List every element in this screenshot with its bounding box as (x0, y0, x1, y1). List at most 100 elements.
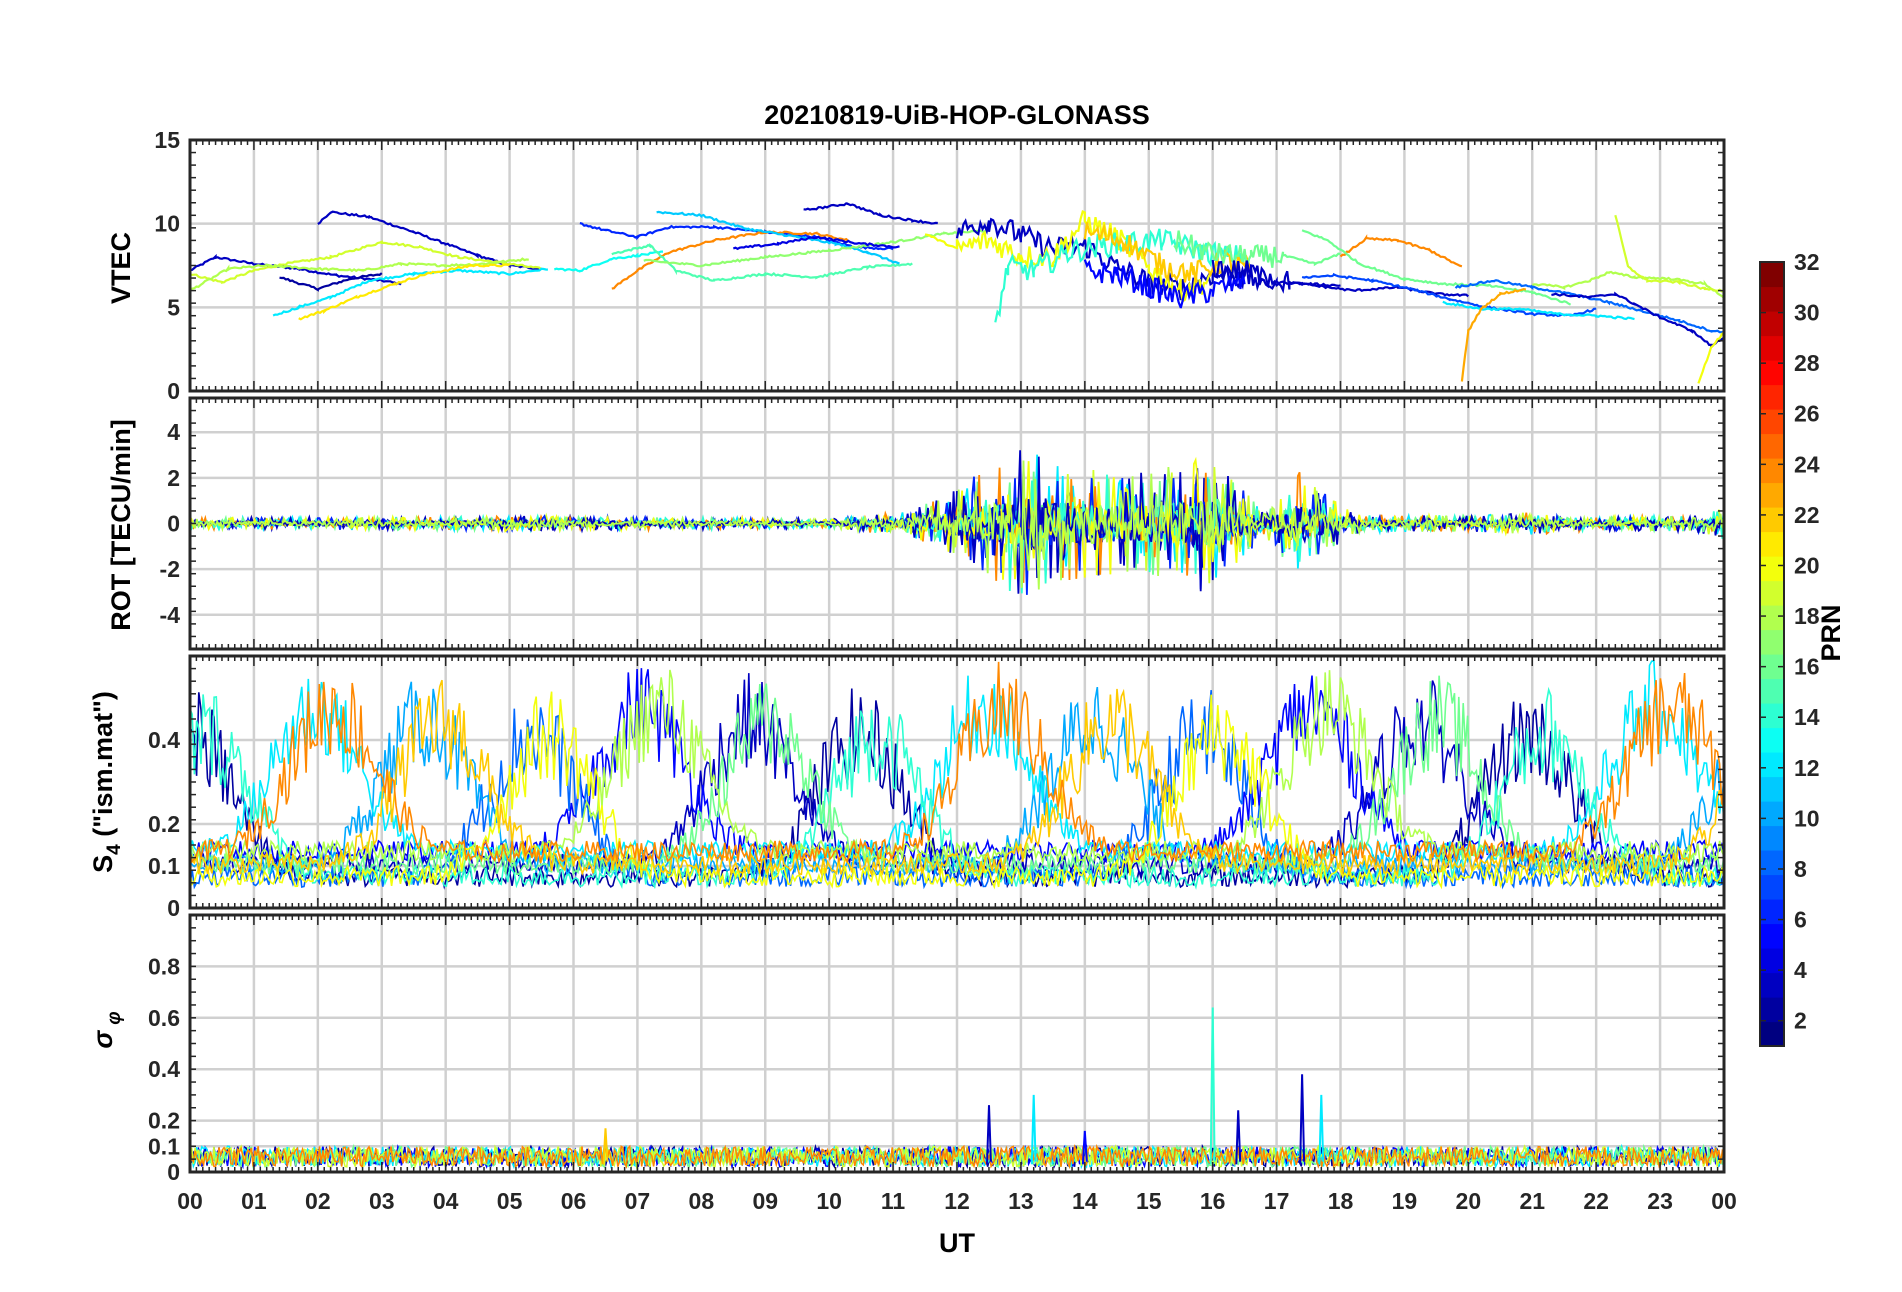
sigma-spike (1081, 1130, 1088, 1165)
colorbar-segment (1760, 262, 1784, 288)
x-tick-label: 02 (305, 1188, 331, 1214)
chart-title: 20210819-UiB-HOP-GLONASS (764, 100, 1150, 130)
s4-ytick-label: 0.4 (148, 727, 180, 753)
rot-ytick-label: 0 (167, 511, 180, 537)
colorbar-segment (1760, 531, 1784, 557)
s4-series-prn-16 (189, 675, 1725, 878)
colorbar-segment (1760, 384, 1784, 410)
colorbar-label: PRN (1816, 604, 1846, 661)
colorbar-segment (1760, 703, 1784, 729)
vtec-series-prn-24 (611, 230, 850, 290)
colorbar-segment (1760, 899, 1784, 925)
sigma_phi-ytick-label: 0.4 (148, 1056, 180, 1082)
sigma-spike (1299, 1074, 1306, 1165)
colorbar-tick-label: 10 (1794, 805, 1820, 831)
vtec-series-prn-16 (1301, 229, 1572, 306)
x-tick-label: 23 (1647, 1188, 1673, 1214)
rot-ytick-label: -2 (160, 556, 180, 582)
colorbar-tick-label: 32 (1794, 249, 1820, 275)
vtec-series-prn-19 (1614, 214, 1725, 293)
colorbar-segment (1760, 776, 1784, 802)
colorbar-segment (1760, 580, 1784, 606)
sigma-spike (602, 1128, 609, 1165)
s4-ylabel-sub: 4 (104, 844, 125, 855)
vtec-series-prn-16 (1173, 230, 1341, 268)
s4-series-prn-22 (189, 679, 1725, 878)
vtec-series-prn-5 (1083, 259, 1246, 309)
colorbar-frame (1759, 261, 1785, 1047)
sigma-spike (1318, 1094, 1325, 1165)
s4-ylabel-rest: ("ism.mat") (88, 691, 118, 844)
rot-ytick-label: -4 (160, 602, 181, 628)
x-tick-label: 00 (1711, 1188, 1737, 1214)
x-tick-label: 07 (625, 1188, 651, 1214)
s4-series-prn-20 (189, 691, 1725, 890)
s4-ytick-label: 0.1 (148, 853, 180, 879)
s4-ytick-label: 0.2 (148, 811, 180, 837)
s4-panel: 0 0.1 0.2 0.4 (148, 654, 1726, 921)
vtec-series-prn-12 (1442, 300, 1635, 321)
colorbar-segment (1760, 556, 1784, 582)
sigma_phi-ytick-label: 0.8 (148, 953, 180, 979)
sigma_phi-ytick-label: 0 (167, 1159, 180, 1185)
colorbar-tick-label: 30 (1794, 300, 1820, 326)
vtec-series-prn-2 (279, 272, 383, 292)
x-tick-label: 05 (497, 1188, 523, 1214)
vtec-series-prn-17 (643, 228, 990, 268)
x-tick-label: 13 (1008, 1188, 1034, 1214)
vtec-series-prn-21 (298, 263, 510, 321)
s4-ylabel: S4 ("ism.mat") (88, 691, 125, 873)
sigma_phi-ytick-label: 0.2 (148, 1108, 180, 1134)
vtec-series-prn-11 (656, 210, 900, 265)
colorbar-segment (1760, 972, 1784, 998)
colorbar-tick-label: 26 (1794, 401, 1820, 427)
colorbar-segment (1760, 482, 1784, 508)
s4-data (189, 659, 1725, 890)
vtec-series-prn-6 (579, 222, 894, 251)
vtec-series-prn-23 (1460, 287, 1527, 382)
sigma_phi-ytick-label: 0.6 (148, 1005, 180, 1031)
vtec-ylabel: VTEC (106, 232, 136, 304)
rot-series-prn-18 (189, 460, 1725, 590)
rot-panel: -4 -2 0 2 4 (160, 396, 1726, 651)
sigma-spike (986, 1105, 992, 1165)
x-tick-label: 16 (1200, 1188, 1226, 1214)
colorbar-segment (1760, 678, 1784, 704)
x-tick-label: 06 (561, 1188, 587, 1214)
x-tick-label: 10 (816, 1188, 842, 1214)
rot-ytick-label: 4 (167, 419, 180, 445)
colorbar-segment (1760, 727, 1784, 753)
x-tick-label: 14 (1072, 1188, 1098, 1214)
colorbar-segment (1760, 923, 1784, 949)
colorbar-segment (1760, 825, 1784, 851)
colorbar-tick-label: 16 (1794, 654, 1820, 680)
vtec-series-prn-12 (272, 267, 548, 317)
vtec-series-prn-4 (732, 235, 900, 251)
colorbar-segment (1760, 335, 1784, 361)
colorbar-tick-label: 20 (1794, 552, 1820, 578)
vtec-series-prn-24 (1339, 234, 1463, 268)
x-tick-label: 15 (1136, 1188, 1162, 1214)
colorbar-tick-label: 4 (1794, 957, 1807, 983)
sigma-spike (1030, 1094, 1037, 1165)
colorbar-segment (1760, 997, 1784, 1023)
colorbar-segment (1760, 629, 1784, 655)
x-tick-label: 19 (1392, 1188, 1418, 1214)
colorbar-segment (1760, 458, 1784, 484)
sigma-ylabel: σφ (88, 1011, 125, 1048)
vtec-series-prn-20 (924, 209, 1214, 304)
vtec-panel: 0 5 10 15 (154, 127, 1726, 404)
x-tick-label: 21 (1519, 1188, 1545, 1214)
x-tick-label: 04 (433, 1188, 459, 1214)
rot-ytick-label: 2 (167, 465, 180, 491)
vtec-series-prn-8 (1454, 279, 1725, 334)
colorbar-segment (1760, 948, 1784, 974)
colorbar-tick-label: 22 (1794, 502, 1820, 528)
s4-series-prn-24 (189, 661, 1725, 865)
colorbar-tick-label: 12 (1794, 755, 1820, 781)
vtec-ytick-label: 10 (154, 211, 180, 237)
colorbar-tick-label: 24 (1794, 451, 1820, 477)
colorbar-tick-label: 6 (1794, 907, 1807, 933)
x-tick-label: 08 (689, 1188, 715, 1214)
